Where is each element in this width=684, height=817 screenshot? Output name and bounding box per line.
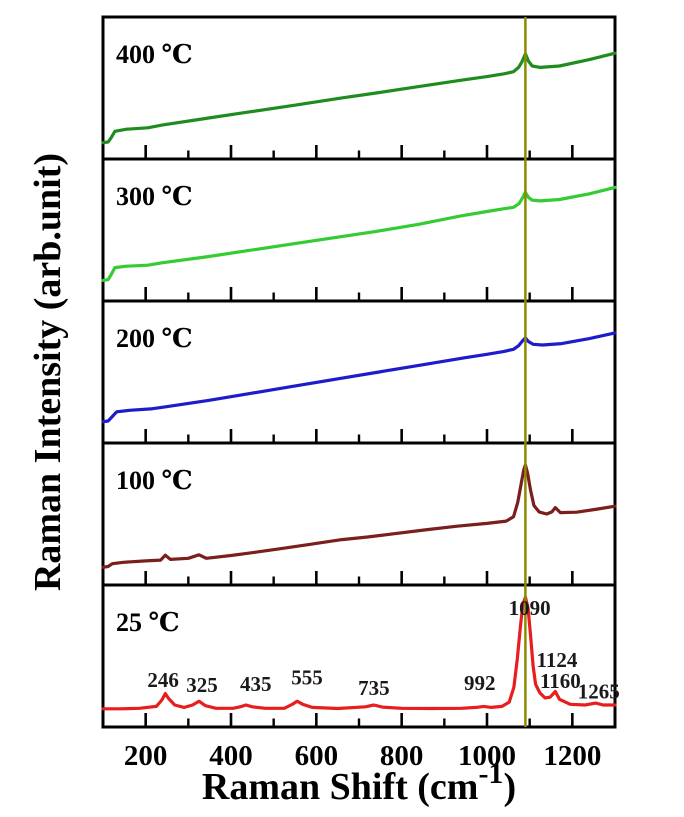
peak-label-1124: 1124: [537, 648, 578, 672]
panel-label-400c: 400 ℃: [116, 40, 193, 69]
plot-frame: [101, 15, 617, 729]
x-tick-label-400: 400: [209, 740, 253, 772]
spectrum-curve-100c: [101, 463, 617, 569]
x-axis-title-superscript: -1: [478, 757, 503, 790]
frame-layer: [101, 15, 617, 729]
x-axis-title: Raman Shift (cm-1): [202, 757, 516, 808]
curve-layer: [101, 51, 617, 711]
x-tick-label-800: 800: [380, 740, 424, 772]
spectrum-curve-25c: [101, 595, 617, 711]
peak-label-325: 325: [186, 673, 218, 697]
x-tick-label-600: 600: [295, 740, 339, 772]
x-axis-title-prefix: Raman Shift (cm: [202, 766, 479, 808]
peak-label-246: 246: [147, 668, 179, 692]
peak-label-1265: 1265: [578, 680, 620, 704]
peak-label-1160: 1160: [540, 669, 581, 693]
panel-label-25c: 25 ℃: [116, 608, 180, 637]
panel-label-200c: 200 ℃: [116, 324, 193, 353]
x-axis-title-suffix: ): [503, 766, 516, 808]
peak-label-555: 555: [291, 665, 323, 689]
panel-label-100c: 100 ℃: [116, 466, 193, 495]
x-tick-label-1200: 1200: [543, 740, 601, 772]
spectrum-curve-200c: [101, 331, 617, 424]
peak-label-435: 435: [240, 672, 272, 696]
x-tick-label-1000: 1000: [458, 740, 516, 772]
panel-label-300c: 300 ℃: [116, 182, 193, 211]
tick-layer: [144, 145, 574, 726]
peak-label-992: 992: [464, 671, 496, 695]
peak-label-1090: 1090: [509, 596, 551, 620]
x-tick-label-200: 200: [124, 740, 168, 772]
peak-label-735: 735: [358, 676, 390, 700]
label-layer: 400 ℃ 300 ℃ 200 ℃ 100 ℃ 25 ℃ 246 325 435 555 735 9…: [116, 40, 620, 772]
y-axis-title: Raman Intensity (arb.unit): [27, 153, 69, 591]
spectrum-curve-300c: [101, 185, 617, 282]
spectrum-curve-400c: [101, 51, 617, 145]
